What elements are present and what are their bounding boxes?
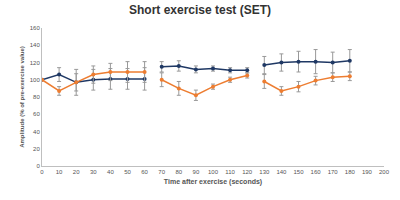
- svg-text:70: 70: [158, 169, 165, 175]
- svg-text:180: 180: [345, 169, 356, 175]
- svg-text:130: 130: [259, 169, 270, 175]
- svg-text:40: 40: [33, 129, 40, 135]
- svg-text:160: 160: [311, 169, 322, 175]
- svg-text:190: 190: [362, 169, 373, 175]
- svg-text:150: 150: [293, 169, 304, 175]
- svg-text:20: 20: [73, 169, 80, 175]
- svg-text:50: 50: [124, 169, 131, 175]
- svg-text:80: 80: [175, 169, 182, 175]
- svg-text:30: 30: [90, 169, 97, 175]
- svg-text:140: 140: [30, 42, 41, 48]
- svg-text:0: 0: [36, 163, 40, 169]
- svg-text:120: 120: [30, 60, 41, 66]
- svg-text:200: 200: [379, 169, 390, 175]
- svg-text:60: 60: [141, 169, 148, 175]
- svg-text:100: 100: [208, 169, 219, 175]
- svg-text:120: 120: [242, 169, 253, 175]
- svg-text:10: 10: [56, 169, 63, 175]
- svg-text:60: 60: [33, 111, 40, 117]
- svg-text:Short exercise test (SET): Short exercise test (SET): [129, 3, 271, 17]
- svg-text:100: 100: [30, 77, 41, 83]
- svg-text:140: 140: [276, 169, 287, 175]
- svg-text:80: 80: [33, 94, 40, 100]
- svg-text:0: 0: [40, 169, 44, 175]
- svg-text:40: 40: [107, 169, 114, 175]
- svg-text:170: 170: [328, 169, 339, 175]
- svg-text:160: 160: [30, 25, 41, 31]
- svg-text:110: 110: [225, 169, 235, 175]
- svg-text:Time after exercise (seconds): Time after exercise (seconds): [164, 178, 262, 186]
- svg-text:Amplitude (% of pre-exercise v: Amplitude (% of pre-exercise value): [19, 46, 25, 148]
- svg-text:90: 90: [193, 169, 200, 175]
- svg-text:20: 20: [33, 146, 40, 152]
